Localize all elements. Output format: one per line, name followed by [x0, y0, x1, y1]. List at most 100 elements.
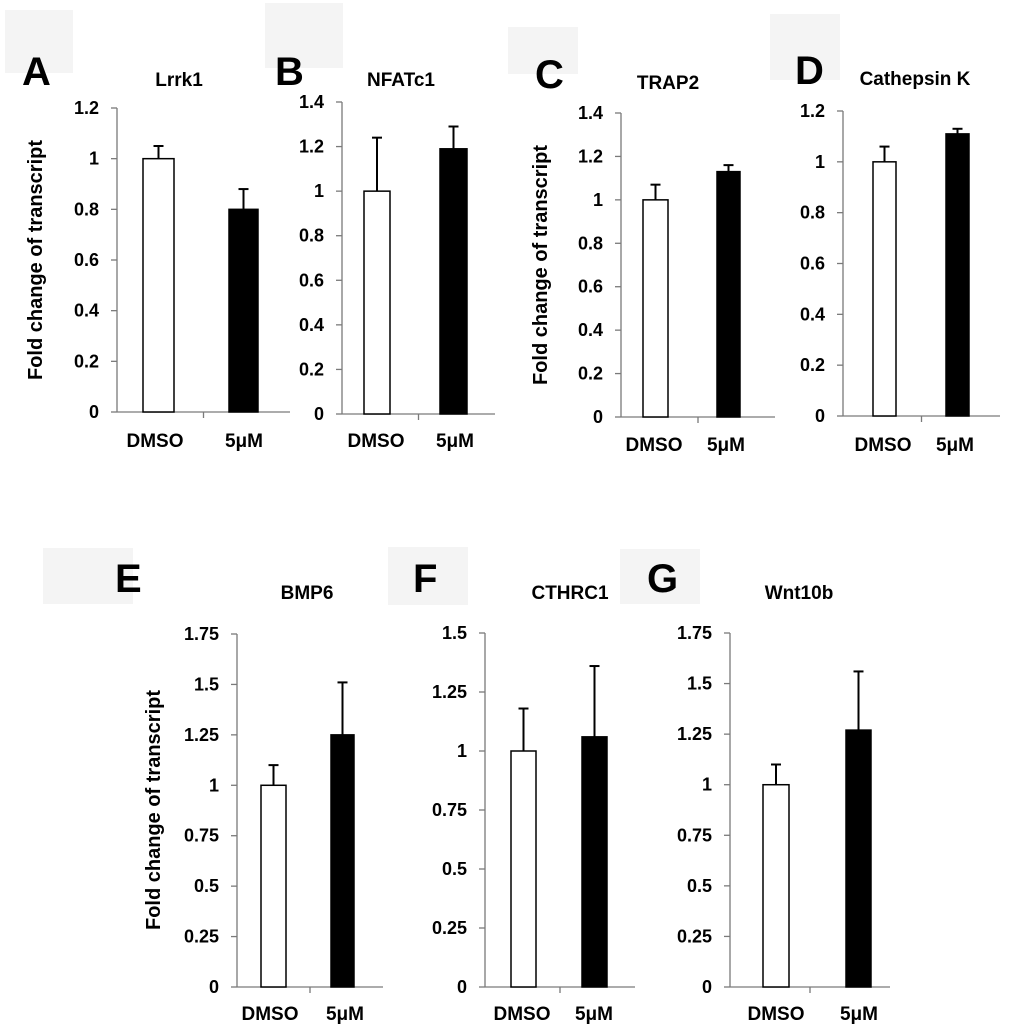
panel-F-category-5um: 5μM	[575, 1004, 613, 1025]
panel-C: C TRAP2 Fold change of transcript 0 0.2 0.4 0.…	[508, 27, 775, 456]
panel-G-ytick-label: 1.75	[677, 623, 712, 643]
panel-D-ytick-label: 0.2	[800, 355, 825, 375]
panel-B-title: NFATc1	[367, 70, 435, 91]
panel-B-ytick-label: 0	[314, 404, 324, 424]
panel-B-ytick-label: 1.2	[299, 137, 324, 157]
panel-E-ytick-label: 1.25	[184, 725, 219, 745]
panel-E-category-dmso: DMSO	[242, 1004, 299, 1025]
panel-A-title: Lrrk1	[155, 70, 203, 91]
panel-C-bar-dmso	[642, 199, 669, 418]
panel-G-category-5um: 5μM	[840, 1004, 878, 1025]
panel-D-ytick-label: 0	[815, 406, 825, 426]
panel-C-category-5um: 5μM	[707, 435, 745, 456]
panel-F-letter-backdrop	[388, 547, 468, 605]
panel-D-ytick-label: 1	[815, 152, 825, 172]
panel-B: B NFATc1 0 0.2 0.4 0.6 0.8 1 1.2 1.4 DMSO 5μM	[265, 3, 495, 452]
panel-F-letter: F	[413, 557, 437, 601]
panel-D: D Cathepsin K 0 0.2 0.4 0.6 0.8 1 1.2 DMSO 5μM	[770, 14, 1000, 456]
panel-F-ytick-label: 0.75	[432, 800, 467, 820]
panel-D-ytick-label: 0.6	[800, 254, 825, 274]
panel-G-category-dmso: DMSO	[748, 1004, 805, 1025]
panel-D-bar-dmso	[872, 161, 897, 417]
panel-A-bar-dmso	[142, 157, 175, 413]
panel-F-ytick-label: 0	[457, 977, 467, 997]
panel-B-ytick-label: 1	[314, 181, 324, 201]
panel-G-ytick-label: 1	[702, 775, 712, 795]
panel-E-ytick-label: 0	[209, 977, 219, 997]
panel-A-letter-backdrop	[5, 10, 73, 73]
panel-E-ylabel: Fold change of transcript	[143, 690, 165, 930]
panel-F: F CTHRC1 0 0.25 0.5 0.75 1 1.25 1.5 DMSO 5μM	[388, 547, 635, 1025]
panel-A-ytick-label: 1	[89, 149, 99, 169]
panel-A-bar-5um	[228, 208, 259, 413]
panel-A-ytick-label: 0	[89, 402, 99, 422]
panel-F-ytick-label: 1.25	[432, 682, 467, 702]
panel-D-ytick-label: 1.2	[800, 101, 825, 121]
panel-B-bar-dmso	[363, 190, 391, 415]
panel-E-category-5um: 5μM	[326, 1004, 364, 1025]
panel-F-ytick-label: 1.5	[442, 623, 467, 643]
panel-B-ytick-label: 0.6	[299, 270, 324, 290]
panel-A-ytick-label: 0.2	[74, 351, 99, 371]
panel-D-ytick-label: 0.4	[800, 304, 825, 324]
panel-B-ytick-label: 0.8	[299, 226, 324, 246]
panel-D-letter: D	[795, 49, 824, 93]
panel-A-ylabel: Fold change of transcript	[25, 140, 47, 380]
panel-A: A Lrrk1 Fold change of transcript 0 0.2 0.4 0.…	[5, 10, 290, 452]
panel-A-ytick-label: 0.8	[74, 199, 99, 219]
panel-G: G Wnt10b 0 0.25 0.5 0.75 1 1.25 1.5 1.75 DMSO 5μM	[620, 549, 890, 1025]
panel-F-ytick-label: 0.5	[442, 859, 467, 879]
panel-C-letter: C	[535, 53, 564, 97]
panel-G-letter-backdrop	[620, 549, 700, 604]
panel-D-bar-5um	[945, 133, 970, 417]
panel-F-ytick-label: 0.25	[432, 918, 467, 938]
panel-G-ytick-label: 0.25	[677, 926, 712, 946]
panel-C-bar-5um	[716, 170, 741, 418]
panel-E-bar-dmso	[260, 784, 287, 988]
panel-G-title: Wnt10b	[765, 583, 834, 604]
panel-C-title: TRAP2	[637, 73, 699, 94]
panel-F-bar-5um	[581, 736, 608, 988]
panel-C-ytick-label: 0.4	[578, 320, 603, 340]
panel-E-ytick-label: 0.25	[184, 927, 219, 947]
panel-C-ytick-label: 0.8	[578, 233, 603, 253]
panel-G-ytick-label: 1.25	[677, 724, 712, 744]
panel-C-ytick-label: 0.2	[578, 364, 603, 384]
panel-B-ytick-label: 0.2	[299, 359, 324, 379]
panel-B-bar-5um	[439, 148, 468, 415]
panel-B-category-dmso: DMSO	[348, 431, 405, 452]
panel-E-bar-5um	[330, 734, 355, 988]
panel-E-ytick-label: 0.75	[184, 826, 219, 846]
panel-E-ytick-label: 1.75	[184, 624, 219, 644]
panel-G-bar-dmso	[762, 783, 790, 988]
panel-D-category-5um: 5μM	[936, 435, 974, 456]
panel-A-ytick-label: 0.4	[74, 301, 99, 321]
panel-E: E BMP6 Fold change of transcript 0 0.25 0.5 0.…	[43, 548, 383, 1025]
panel-C-letter-backdrop	[508, 27, 578, 74]
panel-F-bar-dmso	[510, 750, 537, 988]
panel-E-ytick-label: 1	[209, 775, 219, 795]
panel-C-category-dmso: DMSO	[626, 435, 683, 456]
panel-B-category-5um: 5μM	[436, 431, 474, 452]
panel-E-letter: E	[115, 557, 142, 601]
panel-F-category-dmso: DMSO	[494, 1004, 551, 1025]
panel-B-ytick-label: 0.4	[299, 315, 324, 335]
panel-D-ytick-label: 0.8	[800, 203, 825, 223]
panel-D-letter-backdrop	[770, 14, 840, 80]
panel-G-ytick-label: 1.5	[687, 674, 712, 694]
panel-C-ytick-label: 1.4	[578, 103, 603, 123]
panel-F-ytick-label: 1	[457, 741, 467, 761]
panel-D-category-dmso: DMSO	[855, 435, 912, 456]
panel-B-letter: B	[275, 50, 304, 94]
panel-C-ytick-label: 0.6	[578, 277, 603, 297]
panel-G-bar-5um	[845, 729, 872, 988]
panel-F-title: CTHRC1	[531, 583, 608, 604]
panel-G-ytick-label: 0	[702, 977, 712, 997]
panel-A-letter: A	[22, 50, 51, 94]
panel-E-ytick-label: 1.5	[194, 674, 219, 694]
panel-C-ytick-label: 0	[593, 407, 603, 427]
panel-A-category-dmso: DMSO	[127, 431, 184, 452]
panel-C-ytick-label: 1.2	[578, 146, 603, 166]
panel-E-title: BMP6	[281, 583, 334, 604]
